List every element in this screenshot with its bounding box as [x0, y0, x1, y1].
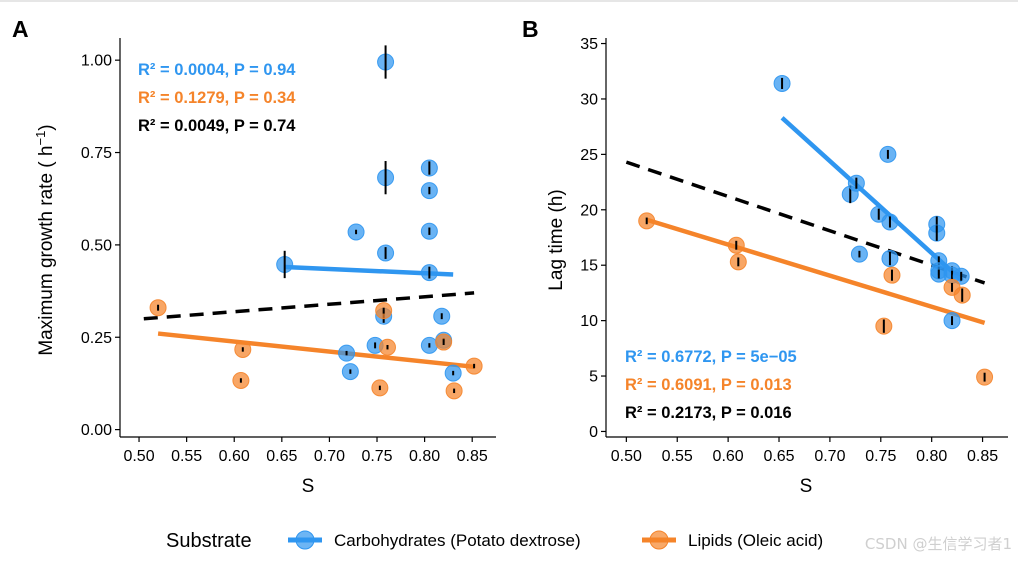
legend-marker-lipid — [649, 530, 669, 550]
panel-a-fit-overall — [143, 291, 475, 321]
panel-b-xtick-label: 0.55 — [662, 448, 693, 465]
panel-a-xtick-label: 0.65 — [266, 448, 297, 465]
panel-b-letter: B — [522, 16, 539, 42]
panel-a-xtick-label: 0.55 — [171, 448, 202, 465]
legend-item-lipid: Lipids (Oleic acid) — [642, 530, 823, 550]
panel-a-ytick-label: 0.75 — [81, 145, 112, 162]
panel-b-ytick-label: 35 — [580, 36, 598, 53]
panel-b-xlabel: S — [800, 476, 813, 497]
panel-b-stat-lipid: R² = 0.6091, P = 0.013 — [625, 376, 792, 394]
panel-b-ylabel: Lag time (h) — [546, 189, 567, 290]
panel-b-xtick-label: 0.75 — [865, 448, 896, 465]
panel-b-xtick-label: 0.85 — [967, 448, 998, 465]
panel-a-stat-carb: R² = 0.0004, P = 0.94 — [138, 61, 296, 79]
panel-a-stat-lipid: R² = 0.1279, P = 0.34 — [138, 89, 296, 107]
watermark: CSDN @生信学习者1 — [864, 535, 1012, 553]
top-border — [0, 0, 1018, 2]
panel-a-xtick-label: 0.85 — [457, 448, 488, 465]
legend-marker-carb — [295, 530, 315, 550]
panel-a: A Maximum growth rate ( h−1) S 0.00 0.25 0… — [12, 16, 496, 497]
panel-a-xtick-label: 0.60 — [219, 448, 250, 465]
panel-b-fit-overall — [625, 160, 986, 285]
panel-b-ytick-label: 20 — [580, 202, 598, 219]
panel-b-ytick-label: 5 — [589, 369, 598, 386]
panel-a-letter: A — [12, 16, 29, 42]
panel-b-xtick-label: 0.65 — [763, 448, 794, 465]
panel-a-xtick-label: 0.50 — [123, 448, 154, 465]
panel-b-stat-carb: R² = 0.6772, P = 5e−05 — [625, 348, 797, 366]
panel-b-xtick-label: 0.50 — [611, 448, 642, 465]
panel-b-ytick-label: 30 — [580, 91, 598, 108]
panel-b: B Lag time (h) S 0 5 10 15 20 25 30 35 0.50 0.55 0… — [522, 16, 1008, 497]
panel-a-ytick-label: 0.00 — [81, 422, 112, 439]
legend-item-carb: Carbohydrates (Potato dextrose) — [288, 530, 581, 550]
panel-b-stat-overall: R² = 0.2173, P = 0.016 — [625, 404, 792, 422]
panel-a-stat-overall: R² = 0.0049, P = 0.74 — [138, 117, 296, 135]
legend-title: Substrate — [166, 530, 252, 552]
panel-b-xtick-label: 0.70 — [814, 448, 845, 465]
legend-label-carb: Carbohydrates (Potato dextrose) — [334, 531, 581, 550]
panel-a-ytick-label: 0.50 — [81, 237, 112, 254]
panel-a-ytick-label: 0.25 — [81, 330, 112, 347]
panel-a-xtick-label: 0.75 — [361, 448, 392, 465]
panel-a-ytick-label: 1.00 — [81, 53, 112, 70]
panel-a-xlabel: S — [302, 476, 315, 497]
panel-b-ytick-label: 0 — [589, 424, 598, 441]
panel-b-ytick-label: 25 — [580, 147, 598, 164]
panel-b-ytick-label: 15 — [580, 258, 598, 275]
legend-label-lipid: Lipids (Oleic acid) — [688, 531, 823, 550]
panel-b-fit-lipid — [646, 217, 986, 325]
panel-a-xtick-label: 0.70 — [314, 448, 345, 465]
panel-b-xtick-label: 0.60 — [713, 448, 744, 465]
panel-b-ytick-label: 10 — [580, 313, 598, 330]
panel-a-ylabel: Maximum growth rate ( h−1) — [33, 124, 57, 355]
panel-b-fit-carb — [780, 116, 964, 283]
panel-a-fit-lipid — [157, 331, 475, 370]
panel-a-xtick-label: 0.80 — [409, 448, 440, 465]
legend: Substrate Carbohydrates (Potato dextrose… — [166, 530, 823, 552]
panel-b-xtick-label: 0.80 — [916, 448, 947, 465]
